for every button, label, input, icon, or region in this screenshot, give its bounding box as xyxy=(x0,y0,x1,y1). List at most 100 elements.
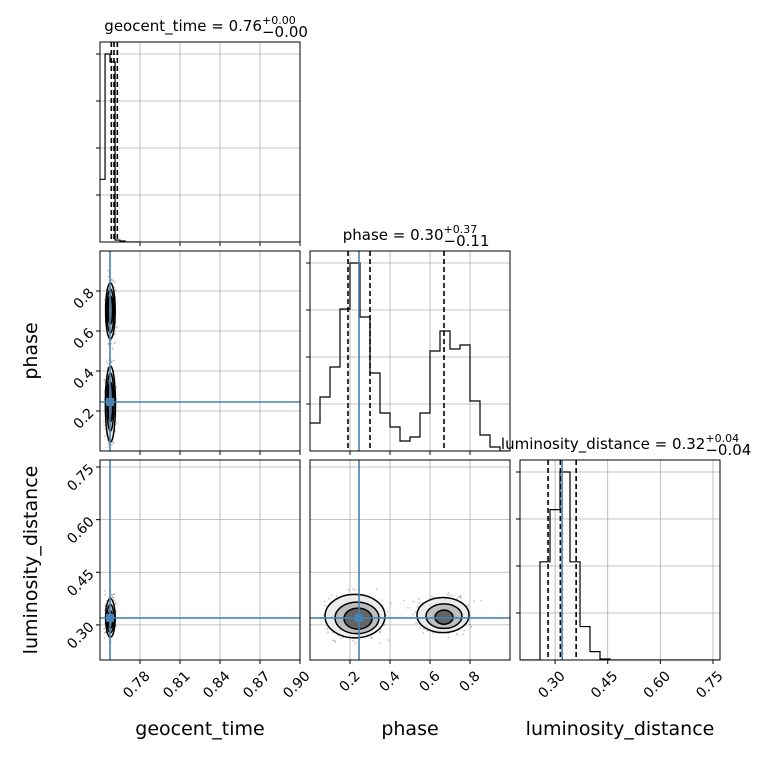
panel-frame xyxy=(99,459,301,661)
sample-point xyxy=(110,443,113,446)
sample-point xyxy=(469,620,471,623)
x-axis-label: phase xyxy=(381,718,438,740)
panel-frame xyxy=(309,250,511,452)
sample-point xyxy=(470,625,473,628)
x-tick-label: 0.78 xyxy=(120,668,153,701)
sample-point xyxy=(324,604,327,607)
sample-point xyxy=(379,631,382,634)
y-axis-label: phase xyxy=(20,322,42,379)
y-tick-label: 0.45 xyxy=(64,567,97,600)
sample-point xyxy=(407,607,409,609)
sample-point xyxy=(403,599,406,602)
sample-point xyxy=(107,269,110,272)
sample-point xyxy=(113,593,116,596)
sample-point xyxy=(375,588,378,591)
sample-point xyxy=(114,602,117,605)
sample-point xyxy=(417,598,420,601)
sample-point xyxy=(388,639,390,641)
sample-point xyxy=(103,420,105,423)
x-tick-label: 0.8 xyxy=(457,668,484,695)
sample-point xyxy=(104,593,106,596)
sample-point xyxy=(381,599,384,602)
x-tick-label: 0.84 xyxy=(200,668,233,701)
sample-point xyxy=(103,435,106,438)
x-tick-label: 0.90 xyxy=(280,668,313,701)
sample-point xyxy=(459,595,462,598)
sample-point xyxy=(340,637,342,639)
sample-point xyxy=(113,593,115,596)
sample-point xyxy=(463,629,466,632)
sample-point xyxy=(116,326,119,328)
sample-point xyxy=(110,339,113,342)
sample-point xyxy=(112,279,115,282)
sample-point xyxy=(472,600,475,603)
sample-point xyxy=(331,631,334,634)
sample-point xyxy=(111,347,114,350)
sample-point xyxy=(455,632,458,635)
title-text: phase = 0.30 xyxy=(343,226,444,244)
sample-point xyxy=(347,589,350,591)
sample-point xyxy=(354,589,356,591)
sample-point xyxy=(107,342,110,345)
y-tick-label: 0.60 xyxy=(64,514,97,547)
sample-point xyxy=(462,633,465,636)
panel-frame xyxy=(99,41,301,243)
sample-point xyxy=(115,624,118,627)
x-tick-label: 0.87 xyxy=(240,668,273,701)
histogram-geocent_time xyxy=(100,53,140,242)
sample-point xyxy=(419,627,422,630)
sample-point xyxy=(103,424,106,427)
sample-point xyxy=(370,637,373,639)
sample-point xyxy=(460,597,462,599)
sample-point xyxy=(422,632,425,634)
sample-point xyxy=(104,428,107,430)
sample-point xyxy=(379,628,382,631)
sample-point xyxy=(333,639,336,642)
sample-point xyxy=(447,591,450,594)
title-lower-error: −0.00 xyxy=(262,23,308,41)
sample-point xyxy=(335,595,338,598)
sample-point xyxy=(107,275,110,278)
histogram-phase xyxy=(310,262,510,451)
sample-point xyxy=(106,363,109,365)
sample-point xyxy=(110,278,113,281)
panel-title-luminosity_distance: luminosity_distance = 0.32+0.04 xyxy=(501,432,739,454)
sample-point xyxy=(113,333,116,336)
sample-point xyxy=(446,593,449,596)
sample-point xyxy=(110,593,113,596)
sample-point xyxy=(467,604,470,607)
sample-point xyxy=(112,597,115,600)
truth-marker xyxy=(106,398,114,406)
sample-point xyxy=(416,606,419,608)
sample-point xyxy=(370,637,373,639)
sample-point xyxy=(334,641,337,643)
sample-point xyxy=(352,587,354,590)
title-text: luminosity_distance = 0.32 xyxy=(501,435,705,454)
sample-point xyxy=(112,441,115,444)
sample-point xyxy=(104,589,106,592)
title-upper-error: +0.37 xyxy=(444,223,478,236)
sample-point xyxy=(103,636,106,639)
sample-point xyxy=(431,595,433,597)
sample-point xyxy=(354,642,357,644)
sample-point xyxy=(378,630,381,633)
sample-point xyxy=(327,631,330,634)
sample-point xyxy=(115,326,118,329)
sample-point xyxy=(456,634,459,636)
sample-point xyxy=(112,596,114,598)
sample-point xyxy=(432,632,435,634)
panel-frame xyxy=(309,459,511,661)
sample-point xyxy=(112,441,115,444)
x-tick-label: 0.60 xyxy=(641,668,674,701)
panel-luminosity_distance-luminosity_distance xyxy=(520,460,720,660)
sample-point xyxy=(106,446,109,449)
x-tick-label: 0.4 xyxy=(377,668,404,695)
sample-point xyxy=(423,628,425,631)
sample-point xyxy=(115,386,118,389)
panel-phase-geocent_time xyxy=(100,251,300,451)
sample-point xyxy=(326,628,329,630)
sample-point xyxy=(103,379,106,381)
sample-point xyxy=(383,623,386,626)
sample-point xyxy=(480,599,483,602)
